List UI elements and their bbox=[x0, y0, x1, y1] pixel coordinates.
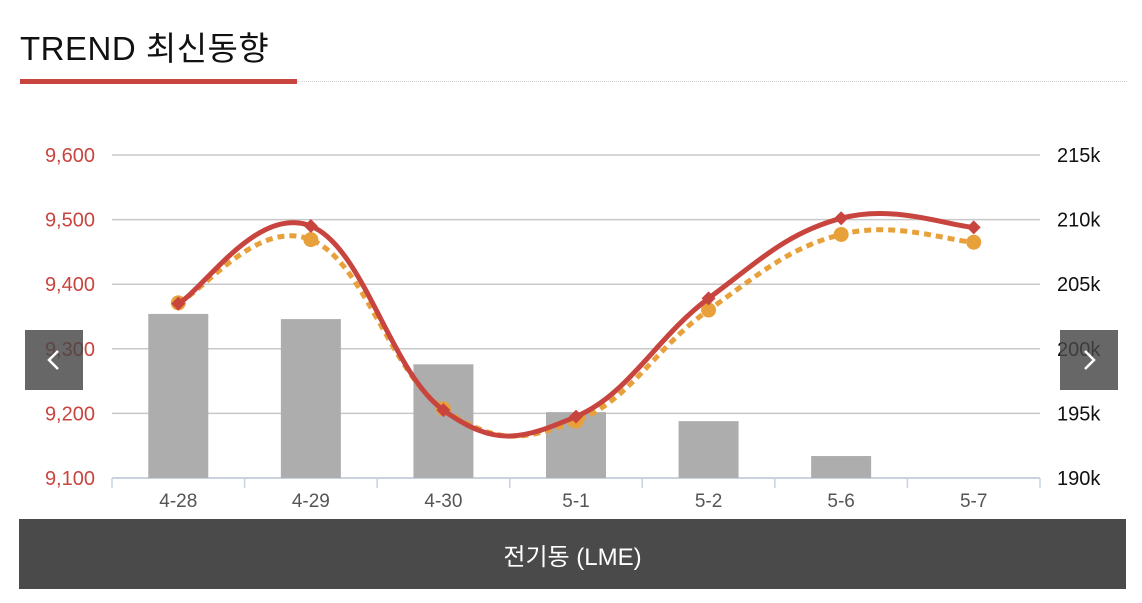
left-axis-tick: 9,400 bbox=[45, 274, 95, 296]
bar bbox=[811, 456, 872, 478]
series-point-diamond bbox=[171, 296, 186, 311]
right-axis-tick: 215k bbox=[1057, 145, 1101, 167]
footer-label: 전기동 (LME) bbox=[19, 519, 1126, 589]
chevron-right-icon bbox=[1084, 350, 1096, 370]
series-point-circle bbox=[833, 226, 849, 242]
next-button[interactable] bbox=[1060, 330, 1118, 390]
x-axis-tick: 5-7 bbox=[960, 491, 987, 512]
series-point-diamond bbox=[966, 220, 981, 235]
series-point-diamond bbox=[436, 403, 451, 418]
title-divider bbox=[297, 81, 1127, 82]
x-axis-tick: 5-2 bbox=[695, 491, 722, 512]
series-point-diamond bbox=[303, 219, 318, 234]
x-axis-tick: 5-1 bbox=[562, 491, 589, 512]
chevron-left-icon bbox=[47, 350, 59, 370]
series-point-diamond bbox=[834, 211, 849, 226]
prev-button[interactable] bbox=[25, 330, 83, 390]
series-point-diamond bbox=[569, 409, 583, 424]
bar bbox=[148, 313, 209, 478]
left-axis-tick: 9,200 bbox=[45, 403, 95, 425]
right-axis-tick: 190k bbox=[1057, 468, 1101, 490]
title-underline bbox=[20, 79, 297, 84]
left-axis-tick: 9,500 bbox=[45, 210, 95, 232]
right-axis-tick: 195k bbox=[1057, 403, 1101, 425]
series-point-circle bbox=[966, 234, 982, 250]
bar bbox=[678, 421, 739, 478]
x-axis-tick: 4-30 bbox=[424, 491, 462, 512]
x-axis-tick: 5-6 bbox=[827, 491, 854, 512]
left-axis-tick: 9,600 bbox=[45, 145, 95, 167]
right-axis-tick: 210k bbox=[1057, 210, 1101, 232]
x-axis-tick: 4-28 bbox=[159, 491, 197, 512]
series-point-diamond bbox=[701, 291, 716, 306]
left-axis-tick: 9,100 bbox=[45, 468, 95, 490]
right-axis-tick: 205k bbox=[1057, 274, 1101, 296]
series-line-dotted bbox=[177, 227, 974, 439]
series-point-circle bbox=[303, 232, 319, 248]
page-title: TREND 최신동향 bbox=[20, 30, 270, 67]
series-point-circle bbox=[701, 302, 717, 318]
x-axis-tick: 4-29 bbox=[292, 491, 330, 512]
bar bbox=[280, 319, 341, 478]
